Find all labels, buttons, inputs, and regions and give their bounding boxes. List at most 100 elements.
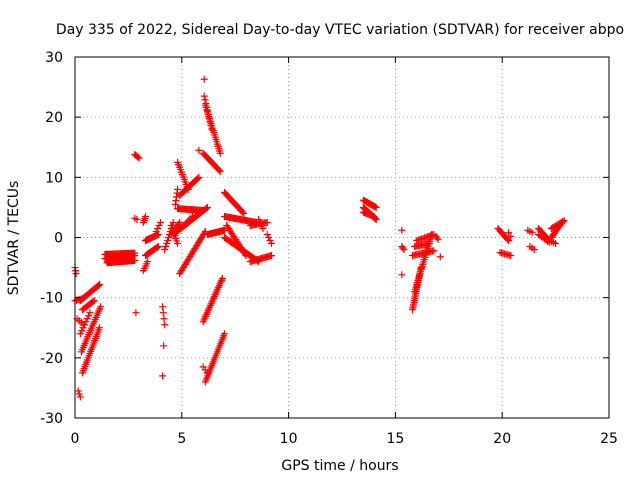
data-point	[505, 237, 513, 245]
data-point	[370, 212, 378, 220]
axis-ticks: 0 5 10 15 20 25 -30 -20 -10 0 10 20 30	[40, 50, 618, 447]
data-point	[195, 146, 203, 154]
y-tick-label: 30	[45, 50, 63, 66]
data-point	[266, 237, 274, 245]
data-point	[216, 167, 224, 175]
data-point	[399, 244, 407, 252]
data-point	[203, 369, 211, 377]
data-point	[216, 149, 224, 157]
data-point	[174, 220, 182, 228]
data-point	[96, 280, 104, 288]
data-point	[134, 153, 142, 161]
x-tick-label: 0	[71, 431, 80, 447]
data-points	[71, 75, 568, 401]
data-point	[132, 309, 140, 317]
data-point	[164, 237, 172, 245]
x-axis-label: GPS time / hours	[281, 458, 398, 474]
data-point	[72, 270, 80, 278]
data-point	[152, 227, 160, 235]
data-point	[86, 309, 94, 317]
data-point	[426, 240, 434, 248]
data-point	[188, 212, 196, 220]
data-point	[552, 240, 560, 248]
data-point	[258, 221, 266, 229]
data-point	[200, 229, 208, 237]
data-point	[528, 229, 536, 237]
data-point	[240, 209, 248, 217]
data-point	[162, 243, 170, 251]
data-point	[433, 234, 441, 242]
data-point	[268, 240, 276, 248]
data-point	[174, 240, 182, 248]
chart-title: Day 335 of 2022, Sidereal Day-to-day VTE…	[56, 22, 624, 38]
data-point	[256, 218, 264, 226]
y-tick-label: -30	[40, 411, 63, 427]
data-point	[90, 297, 98, 305]
x-tick-label: 10	[280, 431, 298, 447]
data-point	[265, 234, 273, 241]
data-point	[507, 232, 515, 240]
data-point	[398, 271, 406, 279]
y-axis-label: SDTVAR / TECUs	[6, 181, 22, 296]
data-point	[141, 212, 149, 220]
data-point	[255, 215, 263, 223]
data-point	[133, 215, 141, 223]
data-point	[218, 274, 226, 282]
data-point	[83, 315, 91, 323]
data-point	[159, 309, 167, 317]
data-point	[530, 246, 538, 254]
data-point	[202, 204, 210, 212]
y-tick-label: -20	[40, 351, 63, 367]
data-point	[74, 387, 82, 395]
x-tick-label: 20	[493, 431, 511, 447]
data-point	[200, 75, 208, 83]
data-point	[560, 217, 568, 225]
data-point	[89, 298, 97, 306]
data-point	[259, 224, 267, 232]
data-point	[215, 166, 223, 174]
data-point	[155, 221, 163, 229]
y-tick-label: 20	[45, 110, 63, 126]
data-point	[434, 235, 442, 243]
data-point	[78, 327, 86, 335]
data-point	[239, 208, 247, 216]
data-point	[80, 321, 88, 329]
y-tick-label: -10	[40, 291, 63, 307]
data-point	[159, 372, 167, 380]
data-point	[507, 252, 515, 260]
x-tick-label: 25	[600, 431, 618, 447]
data-point	[195, 173, 203, 181]
data-point	[430, 247, 438, 255]
data-point	[160, 342, 168, 350]
data-point	[505, 229, 513, 237]
data-point	[79, 324, 87, 332]
data-point	[94, 281, 102, 289]
data-point	[436, 253, 444, 261]
data-point	[144, 258, 152, 266]
data-point	[221, 330, 229, 338]
data-point	[398, 226, 406, 234]
data-point	[135, 154, 143, 162]
data-point	[559, 218, 567, 226]
y-tick-label: 0	[54, 231, 63, 247]
data-point	[174, 185, 182, 193]
data-point	[131, 256, 139, 264]
data-point	[160, 315, 168, 323]
data-point	[203, 203, 211, 211]
data-point	[75, 390, 83, 398]
data-point	[400, 246, 408, 254]
data-point	[76, 330, 84, 338]
data-point	[76, 393, 84, 401]
data-point	[96, 324, 104, 332]
x-tick-label: 15	[386, 431, 404, 447]
data-point	[268, 252, 276, 260]
data-point	[263, 230, 271, 238]
data-point	[154, 224, 162, 232]
data-point	[161, 321, 169, 329]
data-point	[161, 246, 169, 254]
grid-lines	[75, 57, 609, 418]
x-tick-label: 5	[177, 431, 186, 447]
data-point	[85, 312, 93, 320]
data-point	[163, 240, 171, 248]
